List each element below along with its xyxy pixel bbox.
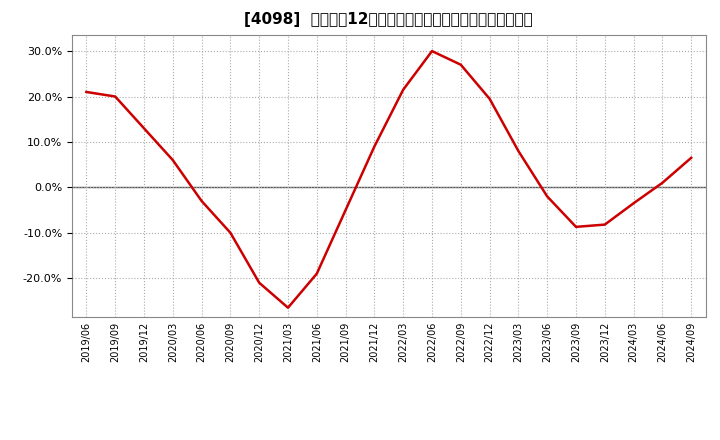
Title: [4098]  売上高の12か月移動合計の対前年同期増減率の推移: [4098] 売上高の12か月移動合計の対前年同期増減率の推移 — [244, 12, 534, 27]
